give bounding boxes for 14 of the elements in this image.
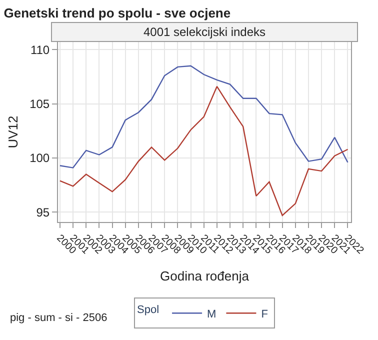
- text: pig - sum - si - 2506: [10, 312, 108, 324]
- legend-label: F: [261, 308, 268, 320]
- y-tick-label: 110: [30, 42, 50, 57]
- legend-label: M: [207, 308, 216, 320]
- chart-subtitle: 4001 selekcijski indeks: [143, 25, 266, 39]
- y-tick-label: 95: [36, 205, 50, 220]
- y-tick-label: 100: [30, 151, 50, 166]
- y-axis-title: UV12: [6, 116, 21, 148]
- y-tick-label: 105: [30, 97, 50, 112]
- line-series: [59, 86, 348, 216]
- x-axis-title: Godina rođenja: [160, 268, 250, 284]
- chart-title: Genetski trend po spolu - sve ocjene: [4, 6, 231, 21]
- legend-title: Spol: [137, 304, 160, 316]
- line-series: [59, 65, 348, 168]
